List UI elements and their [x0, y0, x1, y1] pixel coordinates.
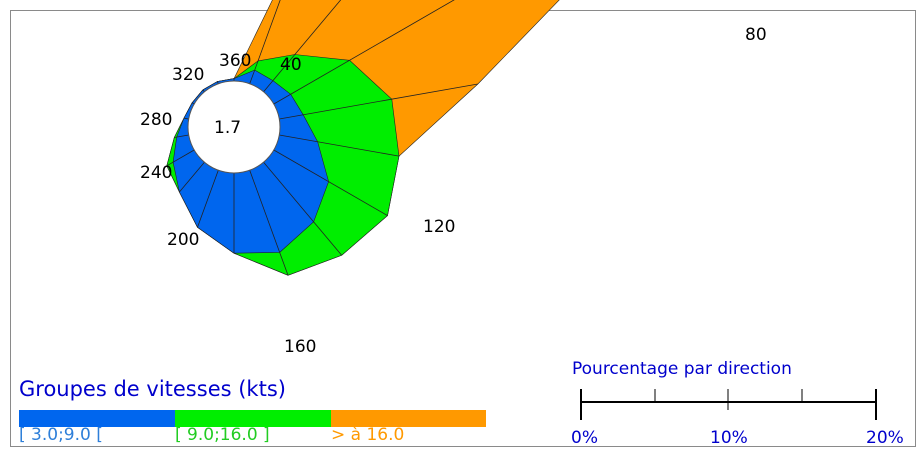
dir-label-120: 120	[423, 217, 455, 237]
dir-label-240: 240	[140, 163, 172, 183]
dir-label-40: 40	[280, 55, 302, 75]
legend-swatch-0	[19, 410, 175, 427]
dir-label-320: 320	[172, 65, 204, 85]
rose-spoke-60	[273, 0, 455, 105]
rose-spoke-100	[279, 134, 400, 157]
legend-label-1: [ 9.0;16.0 ]	[175, 425, 270, 445]
dir-label-280: 280	[140, 110, 172, 130]
rose-spoke-20	[249, 0, 281, 84]
percent-scale	[580, 389, 877, 420]
scale-label-10: 10%	[710, 428, 748, 448]
rose-spoke-260	[174, 134, 189, 138]
legend-swatch-1	[175, 410, 331, 427]
rose-spoke-80	[279, 83, 478, 120]
scale-title: Pourcentage par direction	[572, 359, 792, 379]
dir-label-360: 360	[219, 51, 251, 71]
rose-spoke-200	[197, 170, 219, 228]
legend-label-0: [ 3.0;9.0 [	[19, 425, 103, 445]
rose-spoke-140	[263, 161, 343, 256]
calm-circle	[187, 80, 281, 174]
scale-label-0: 0%	[571, 428, 598, 448]
dir-label-200: 200	[167, 230, 199, 250]
rose-spokes	[166, 0, 478, 276]
legend-title: Groupes de vitesses (kts)	[19, 377, 286, 401]
rose-spoke-240	[166, 149, 195, 167]
rose-spoke-220	[179, 161, 205, 193]
legend-swatch-2	[331, 410, 486, 427]
dir-label-160: 160	[284, 337, 316, 357]
rose-spoke-40	[263, 0, 342, 93]
rose-spoke-160	[249, 170, 289, 276]
calm-value: 1.7	[214, 118, 241, 138]
scale-label-20: 20%	[866, 428, 904, 448]
rose-spoke-280	[183, 117, 189, 120]
legend-label-2: > à 16.0	[331, 425, 405, 445]
dir-label-80: 80	[745, 25, 767, 45]
rose-spoke-120	[273, 149, 388, 216]
